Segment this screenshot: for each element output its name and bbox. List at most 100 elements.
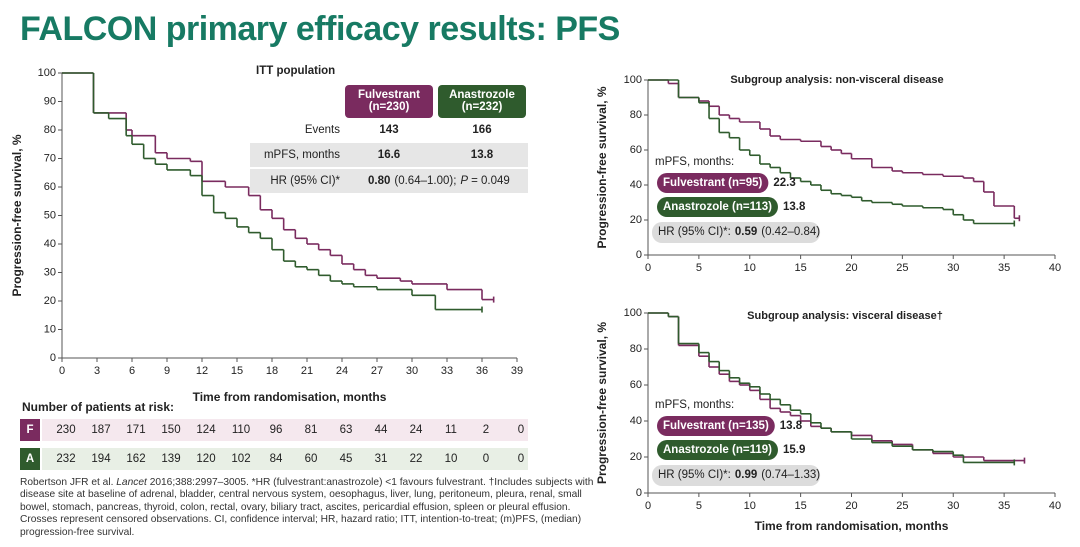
risk-count: 31 [375, 453, 388, 465]
median-label: 15.9 [783, 444, 805, 456]
risk-count: 124 [196, 424, 216, 436]
y-tick-label: 0 [50, 352, 56, 364]
x-tick-label: 24 [336, 365, 348, 377]
x-tick-label: 20 [845, 262, 857, 274]
y-tick-label: 100 [624, 307, 642, 319]
y-tick-label: 80 [630, 343, 642, 355]
x-tick-label: 9 [164, 365, 170, 377]
median-label: 13.8 [783, 201, 806, 213]
risk-title: Number of patients at risk: [22, 400, 174, 414]
x-tick-label: 27 [371, 365, 383, 377]
risk-count: 44 [375, 424, 388, 436]
x-tick-label: 6 [129, 365, 135, 377]
y-tick-label: 20 [630, 214, 642, 226]
hr-cell: 0.80 (0.64–1.00); P = 0.049 [368, 175, 510, 187]
y-tick-label: 100 [624, 74, 642, 86]
mpfs-label: mPFS, months: [655, 156, 734, 168]
footnote-journal: Lancet [116, 477, 147, 488]
x-tick-label: 15 [231, 365, 243, 377]
hr-ci: (0.42–0.84) [761, 226, 820, 238]
column-header-text: Fulvestrant [358, 89, 420, 101]
y-axis-label: Progression-free survival, % [595, 322, 609, 484]
hr-value: 0.99 [735, 469, 757, 481]
x-tick-label: 25 [896, 500, 908, 512]
hr-value: 0.80 [368, 175, 390, 187]
y-axis-label: Progression-free survival, % [595, 86, 609, 248]
y-tick-label: 90 [44, 95, 56, 107]
risk-count: 102 [231, 453, 250, 465]
column-header-text: (n=230) [369, 101, 410, 113]
risk-count: 230 [56, 424, 75, 436]
risk-count: 171 [126, 424, 145, 436]
y-tick-label: 0 [636, 249, 642, 261]
risk-count: 162 [126, 453, 145, 465]
risk-row-bg [42, 419, 528, 441]
risk-count: 0 [518, 424, 524, 436]
median-label: 22.3 [773, 177, 795, 189]
legend-label: Anastrozole (n=113) [663, 201, 772, 213]
x-tick-label: 30 [947, 500, 959, 512]
hr-value: 0.59 [735, 226, 757, 238]
y-tick-label: 30 [44, 266, 56, 278]
risk-label-box [20, 448, 40, 470]
x-tick-label: 40 [1049, 500, 1061, 512]
risk-label-box [20, 419, 40, 441]
y-tick-label: 60 [630, 379, 642, 391]
legend-label: Fulvestrant (n=95) [663, 177, 763, 189]
x-tick-label: 3 [94, 365, 100, 377]
row-label: Events [305, 124, 340, 136]
hr-pill [652, 222, 821, 243]
risk-count: 232 [56, 453, 75, 465]
risk-count: 24 [410, 424, 423, 436]
table-cell: 13.8 [471, 149, 494, 161]
risk-count: 194 [91, 453, 111, 465]
slide-title: FALCON primary efficacy results: PFS [20, 10, 620, 48]
x-tick-label: 10 [744, 500, 756, 512]
y-tick-label: 50 [44, 209, 56, 221]
x-tick-label: 12 [196, 365, 208, 377]
risk-count: 45 [340, 453, 353, 465]
median-label: 13.8 [780, 420, 803, 432]
risk-count: 81 [305, 424, 318, 436]
x-tick-label: 0 [645, 262, 651, 274]
footnote-text: 2016;388:2997–3005. *HR (fulvestrant:ana… [20, 477, 594, 538]
x-tick-label: 10 [744, 262, 756, 274]
x-tick-label: 30 [947, 262, 959, 274]
x-tick-label: 18 [266, 365, 278, 377]
x-tick-label: 36 [476, 365, 488, 377]
x-tick-label: 0 [59, 365, 65, 377]
risk-label: A [26, 453, 34, 465]
x-tick-label: 15 [795, 262, 807, 274]
p-label: P [460, 175, 468, 187]
footnote-text: Robertson JFR et al. [20, 477, 117, 488]
hr-ci: (0.74–1.33) [761, 469, 820, 481]
x-axis-label: Time from randomisation, months [193, 390, 387, 404]
risk-count: 0 [483, 453, 489, 465]
column-header-text: (n=232) [462, 101, 503, 113]
risk-count: 150 [161, 424, 180, 436]
legend-label: Fulvestrant (n=135) [663, 420, 769, 432]
y-tick-label: 100 [38, 67, 56, 79]
footnote: Robertson JFR et al. Lancet 2016;388:299… [20, 477, 595, 539]
risk-count: 60 [305, 453, 318, 465]
hr-label: HR (95% CI)*: [658, 469, 731, 481]
x-tick-label: 21 [301, 365, 313, 377]
x-tick-label: 40 [1049, 262, 1061, 274]
y-tick-label: 80 [44, 124, 56, 136]
table-title: ITT population [256, 65, 335, 77]
y-tick-label: 60 [630, 144, 642, 156]
x-tick-label: 39 [511, 365, 523, 377]
risk-count: 11 [445, 424, 457, 436]
x-axis-label: Time from randomisation, months [755, 519, 949, 533]
legend-pill [657, 197, 778, 217]
risk-count: 96 [270, 424, 283, 436]
x-tick-label: 35 [998, 500, 1010, 512]
chart-title: Subgroup analysis: visceral disease† [747, 310, 943, 322]
risk-count: 2 [483, 424, 489, 436]
y-tick-label: 60 [44, 181, 56, 193]
risk-count: 0 [518, 453, 524, 465]
x-tick-label: 35 [998, 262, 1010, 274]
risk-count: 84 [270, 453, 283, 465]
hr-label: HR (95% CI)*: [658, 226, 731, 238]
